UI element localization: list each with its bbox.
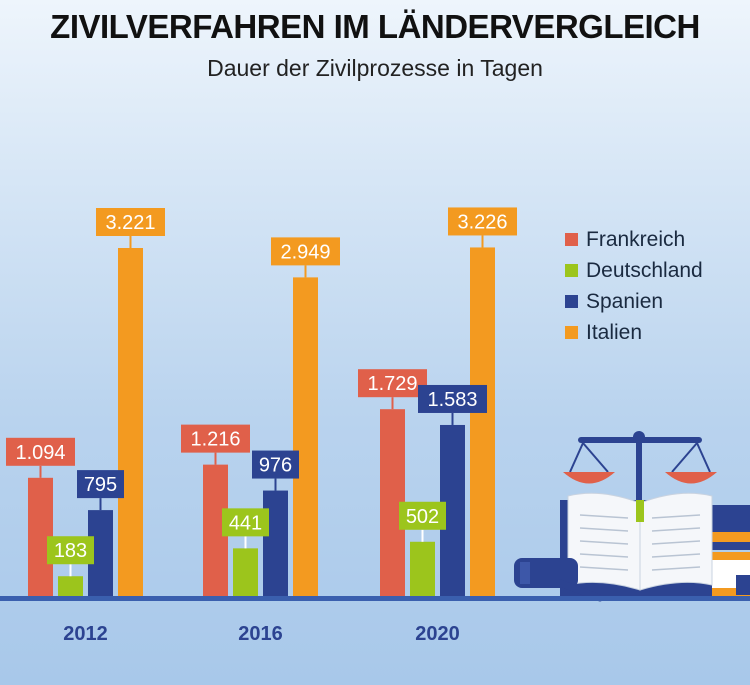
data-label: 3.226: [457, 211, 507, 233]
scales-of-justice-book-gavel-icon: [514, 431, 750, 602]
legend-swatch: [565, 326, 578, 339]
data-label-box: [252, 450, 299, 479]
data-label-box: [96, 208, 165, 236]
chart-baseline: [0, 596, 750, 601]
legend-swatch: [565, 233, 578, 246]
data-label-box: [77, 470, 124, 499]
chart-subtitle: Dauer der Zivilprozesse in Tagen: [207, 55, 543, 81]
data-label: 3.221: [105, 212, 155, 234]
x-tick-label: 2016: [238, 623, 283, 645]
legend-item-frankreich: Frankreich: [565, 224, 703, 255]
data-label-box: [358, 369, 427, 398]
chart-legend: Frankreich Deutschland Spanien Italien: [565, 224, 703, 348]
data-label-box: [448, 207, 517, 236]
data-label-box: [47, 536, 94, 565]
data-label: 1.729: [367, 373, 417, 395]
bar-italien-2016: [293, 277, 318, 596]
data-label: 1.216: [190, 429, 240, 451]
data-label: 441: [229, 512, 262, 534]
bar-deutschland-2012: [58, 576, 83, 596]
data-label-box: [6, 437, 75, 466]
bar-deutschland-2020: [410, 541, 435, 596]
data-label-box: [418, 384, 487, 413]
bar-spanien-2016: [263, 490, 288, 596]
data-label-box: [181, 424, 250, 453]
data-label: 1.094: [15, 442, 65, 464]
bar-italien-2012: [118, 248, 143, 596]
legend-label: Spanien: [586, 289, 664, 313]
data-label-box: [399, 501, 446, 530]
legend-swatch: [565, 295, 578, 308]
data-label: 183: [54, 540, 87, 562]
bar-italien-2020: [470, 247, 495, 597]
data-label-box: [271, 237, 340, 266]
data-label: 2.949: [280, 241, 330, 263]
legend-item-spanien: Spanien: [565, 286, 703, 317]
legend-item-italien: Italien: [565, 317, 703, 348]
chart-title: ZIVILVERFAHREN IM LÄNDERVERGLEICH: [50, 8, 700, 45]
data-label: 976: [259, 455, 292, 477]
data-label-box: [222, 508, 269, 537]
x-tick-label: 2012: [63, 623, 108, 645]
data-label: 1.583: [427, 389, 477, 411]
legend-label: Frankreich: [586, 227, 686, 251]
data-label: 795: [84, 474, 117, 496]
legend-item-deutschland: Deutschland: [565, 255, 703, 286]
data-label: 502: [406, 506, 439, 528]
legend-label: Italien: [586, 320, 643, 344]
legend-swatch: [565, 264, 578, 277]
x-tick-label: 2020: [415, 623, 460, 645]
bar-deutschland-2016: [233, 548, 258, 596]
legend-label: Deutschland: [586, 258, 703, 282]
